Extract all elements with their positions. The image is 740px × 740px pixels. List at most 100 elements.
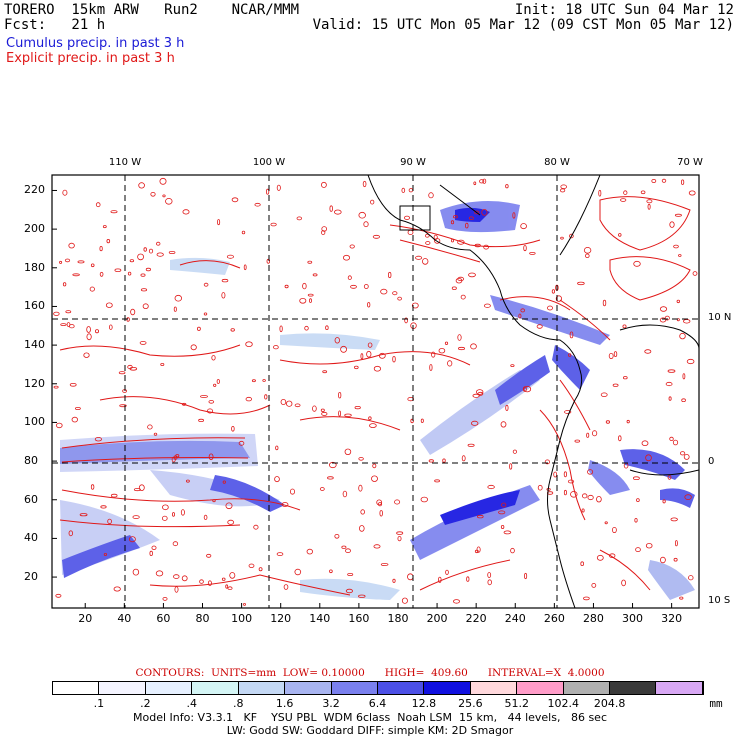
contour-blob <box>350 284 357 289</box>
colorbar-swatch <box>610 682 657 694</box>
lon-label: 110 W <box>108 157 142 168</box>
contour-blob <box>509 463 513 470</box>
contour-blob <box>518 313 522 319</box>
contour-blob <box>428 459 434 463</box>
contour-blob <box>420 496 428 503</box>
contour-blob <box>618 233 622 237</box>
contour-blob <box>110 210 118 214</box>
contour-blob <box>523 385 532 393</box>
model-title: TORERO 15km ARW Run2 NCAR/MMM <box>4 2 300 18</box>
cumulus-precip-shading <box>60 201 695 600</box>
contour-blob <box>208 453 214 461</box>
contour-blob <box>476 389 484 395</box>
contour-blob <box>560 184 567 189</box>
x-tick-label: 300 <box>622 612 644 625</box>
contour-blob <box>227 586 233 590</box>
contour-blob <box>321 411 328 416</box>
contour-blob <box>221 278 229 283</box>
contour-blob <box>349 244 355 249</box>
contour-blob <box>477 391 484 396</box>
contour-blob <box>275 445 279 451</box>
contour-blob <box>212 499 216 503</box>
contour-blob <box>613 351 618 358</box>
contour-blob <box>520 308 525 313</box>
contour-blob <box>360 509 366 515</box>
contour-blob <box>128 536 136 543</box>
contour-blob <box>132 568 140 576</box>
contour-blob <box>137 253 145 261</box>
contour-blob <box>451 286 457 290</box>
contour-blob <box>681 398 686 403</box>
contour-blob <box>505 404 509 411</box>
contour-blob <box>672 439 679 446</box>
contour-blob <box>95 202 101 208</box>
contour-blob <box>110 493 118 498</box>
contour-blob <box>173 306 177 312</box>
colorbar-label: 204.8 <box>593 697 626 710</box>
axis-ticks <box>52 189 673 608</box>
contour-blob <box>334 533 340 539</box>
contour-blob <box>512 449 518 454</box>
contour-blob <box>544 459 551 465</box>
contour-blob <box>367 342 373 348</box>
contour-blob <box>460 294 466 300</box>
contour-blob <box>173 455 178 460</box>
contour-blob <box>71 416 78 423</box>
contour-blob <box>372 234 380 239</box>
contour-blob <box>487 484 495 490</box>
x-tick-label: 140 <box>309 612 331 625</box>
y-tick-label: 140 <box>24 338 45 352</box>
contour-blob <box>328 461 337 469</box>
contour-blob <box>225 584 229 589</box>
contour-blob <box>203 312 208 316</box>
contour-blob <box>583 247 592 254</box>
contour-blob <box>83 352 90 358</box>
contour-blob <box>143 247 147 252</box>
contour-blob <box>281 502 289 507</box>
contour-blob <box>661 178 667 183</box>
contour-blob <box>433 234 438 240</box>
y-tick-label: 200 <box>24 222 45 236</box>
contour-blob <box>165 198 173 205</box>
contour-blob <box>604 521 608 525</box>
contour-blob <box>353 365 359 370</box>
contour-blob <box>633 260 641 267</box>
contour-blob <box>358 484 363 492</box>
colorbar-label: .2 <box>140 697 151 710</box>
contour-blob <box>333 209 342 215</box>
contour-blob <box>174 586 179 593</box>
init-time: Init: 18 UTC Sun 04 Mar 12 <box>514 2 734 18</box>
contour-blob <box>312 405 317 412</box>
contour-blob <box>243 603 246 606</box>
contour-blob <box>679 451 686 456</box>
contour-blob <box>667 475 672 480</box>
contour-blob <box>243 264 247 271</box>
contour-blob <box>608 352 614 359</box>
contour-blob <box>431 351 436 358</box>
contour-blob <box>231 425 235 432</box>
contour-blob <box>591 583 597 588</box>
contour-blob <box>181 575 188 582</box>
contour-blob <box>520 223 527 230</box>
contour-blob <box>248 563 255 568</box>
contour-blob <box>142 303 149 310</box>
lon-label: 100 W <box>252 157 286 168</box>
contour-blob <box>612 527 617 534</box>
contour-blob <box>425 241 431 245</box>
contour-blob <box>586 432 590 438</box>
contour-blob <box>444 341 449 345</box>
contour-blob <box>363 284 369 289</box>
contour-blob <box>180 509 185 516</box>
contour-blob <box>127 364 133 370</box>
x-tick-label: 60 <box>156 612 171 625</box>
contour-blob <box>190 344 197 351</box>
contour-blob <box>633 476 640 481</box>
contour-blob <box>206 553 212 558</box>
contour-blob <box>647 203 651 210</box>
contour-blob <box>396 531 404 535</box>
contour-blob <box>505 184 509 189</box>
contour-blob <box>162 504 169 511</box>
contour-blob <box>676 299 680 304</box>
contour-blob <box>366 350 372 358</box>
contour-blob <box>133 488 141 492</box>
